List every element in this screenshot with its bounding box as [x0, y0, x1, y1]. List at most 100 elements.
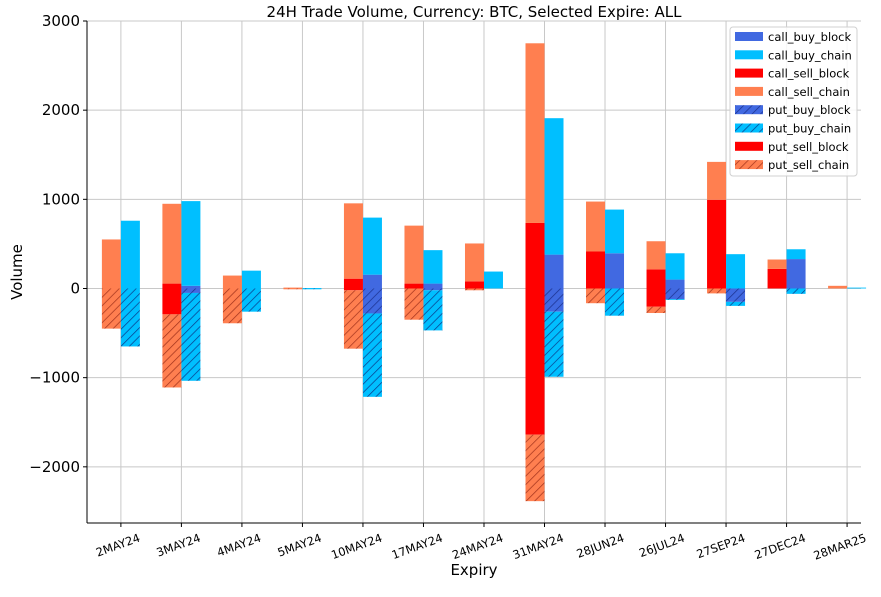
x-tick-label: 28MAR25: [812, 531, 869, 563]
x-tick-label: 27SEP24: [695, 531, 748, 562]
bar-put_buy_chain: [302, 288, 322, 290]
bar-call_buy_block: [181, 285, 201, 289]
legend-label-put_buy_chain: put_buy_chain: [768, 122, 851, 136]
bar-call_sell_block: [767, 268, 787, 289]
y-tick-label: 0: [70, 279, 80, 297]
x-tick-label: 4MAY24: [215, 531, 263, 560]
x-axis-label: Expiry: [450, 561, 497, 579]
legend-label-call_sell_block: call_sell_block: [768, 67, 850, 81]
bar-call_buy_chain: [786, 249, 806, 260]
x-tick-label: 17MAY24: [390, 531, 445, 562]
bar-put_sell_chain: [464, 288, 484, 291]
bar-put_buy_block: [423, 288, 443, 291]
x-tick-label: 31MAY24: [511, 531, 566, 562]
y-axis-label: Volume: [8, 244, 26, 300]
bar-call_sell_block: [464, 281, 484, 289]
bar-call_sell_chain: [222, 275, 242, 289]
y-tick-label: 3000: [42, 12, 80, 30]
bar-put_buy_chain: [665, 299, 685, 300]
bar-call_buy_block: [665, 279, 685, 289]
legend-swatch-call_buy_chain: [735, 50, 763, 60]
bar-call_buy_chain: [847, 287, 867, 289]
bar-put_buy_chain: [423, 290, 443, 331]
bar-call_sell_chain: [828, 285, 848, 289]
x-tick-label: 26JUL24: [637, 531, 686, 560]
bar-put_buy_chain: [120, 288, 140, 347]
bar-call_buy_chain: [544, 118, 564, 255]
x-tick-label: 2MAY24: [94, 531, 142, 560]
bar-call_sell_chain: [586, 201, 606, 252]
bar-call_sell_chain: [343, 203, 363, 279]
bar-put_buy_chain: [786, 288, 806, 294]
bar-call_sell_block: [707, 199, 727, 289]
bar-put_sell_chain: [586, 288, 606, 304]
bar-put_buy_block: [181, 288, 201, 293]
bar-call_sell_block: [162, 283, 182, 289]
bar-put_buy_block: [544, 288, 564, 312]
bar-call_buy_chain: [423, 250, 443, 284]
x-tick-label: 3MAY24: [155, 531, 203, 560]
bar-call_sell_chain: [767, 259, 787, 269]
legend-label-put_sell_block: put_sell_block: [768, 140, 849, 154]
bar-put_sell_chain: [283, 288, 303, 290]
bar-call_buy_chain: [665, 253, 685, 280]
bar-put_sell_block: [343, 288, 363, 291]
bar-call_sell_chain: [646, 241, 666, 270]
legend-label-call_buy_block: call_buy_block: [768, 30, 852, 44]
bar-call_buy_block: [544, 254, 564, 289]
bar-put_sell_block: [646, 288, 666, 307]
bar-put_sell_chain: [646, 306, 666, 314]
bar-put_buy_block: [362, 288, 382, 314]
bar-call_buy_chain: [483, 271, 503, 289]
bar-call_sell_chain: [525, 43, 545, 223]
legend-swatch-put_buy_chain: [735, 123, 763, 133]
y-tick-label: 2000: [42, 101, 80, 119]
bar-put_sell_block: [162, 288, 182, 315]
bar-call_buy_chain: [302, 288, 322, 289]
legend-swatch-put_sell_block: [735, 141, 763, 151]
bar-call_sell_chain: [101, 239, 121, 289]
y-tick-label: 1000: [42, 190, 80, 208]
bars: [101, 43, 867, 502]
x-tick-label: 5MAY24: [276, 531, 324, 560]
bar-put_buy_chain: [241, 288, 261, 312]
bar-call_buy_chain: [726, 254, 746, 289]
bar-put_buy_chain: [544, 311, 564, 377]
bar-call_sell_block: [525, 222, 545, 289]
bar-call_sell_chain: [162, 203, 182, 284]
legend-label-call_sell_chain: call_sell_chain: [768, 85, 850, 99]
bar-put_buy_chain: [362, 313, 382, 397]
bar-call_buy_chain: [120, 220, 140, 289]
legend-label-put_buy_block: put_buy_block: [768, 103, 851, 117]
bar-call_sell_block: [343, 278, 363, 289]
legend-label-call_buy_chain: call_buy_chain: [768, 48, 852, 62]
bar-call_buy_chain: [181, 201, 201, 286]
bar-call_sell_chain: [283, 287, 303, 289]
bar-put_buy_block: [665, 288, 685, 300]
y-tick-label: −2000: [29, 458, 80, 476]
bar-call_sell_block: [586, 251, 606, 289]
bar-put_sell_chain: [707, 288, 727, 294]
legend-box: [729, 26, 858, 177]
bar-put_sell_block: [525, 288, 545, 435]
x-tick-label: 28JUN24: [575, 531, 626, 561]
legend-swatch-call_sell_block: [735, 68, 763, 78]
legend-swatch-put_buy_block: [735, 105, 763, 115]
bar-call_buy_block: [423, 283, 443, 289]
bar-put_sell_chain: [525, 434, 545, 502]
bar-put_sell_chain: [343, 290, 363, 349]
bar-put_sell_chain: [101, 288, 121, 329]
bar-call_sell_chain: [404, 225, 424, 284]
legend-label-put_sell_chain: put_sell_chain: [768, 158, 849, 172]
y-tick-label: −1000: [29, 369, 80, 387]
bar-put_sell_chain: [222, 288, 242, 324]
bar-put_buy_block: [726, 288, 746, 302]
bar-call_buy_chain: [605, 209, 625, 254]
x-tick-label: 27DEC24: [753, 531, 808, 562]
x-tick-label: 10MAY24: [329, 531, 384, 562]
bar-put_sell_chain: [162, 314, 182, 388]
bar-put_buy_chain: [726, 301, 746, 306]
bar-call_buy_block: [362, 274, 382, 289]
bar-put_sell_chain: [404, 288, 424, 320]
